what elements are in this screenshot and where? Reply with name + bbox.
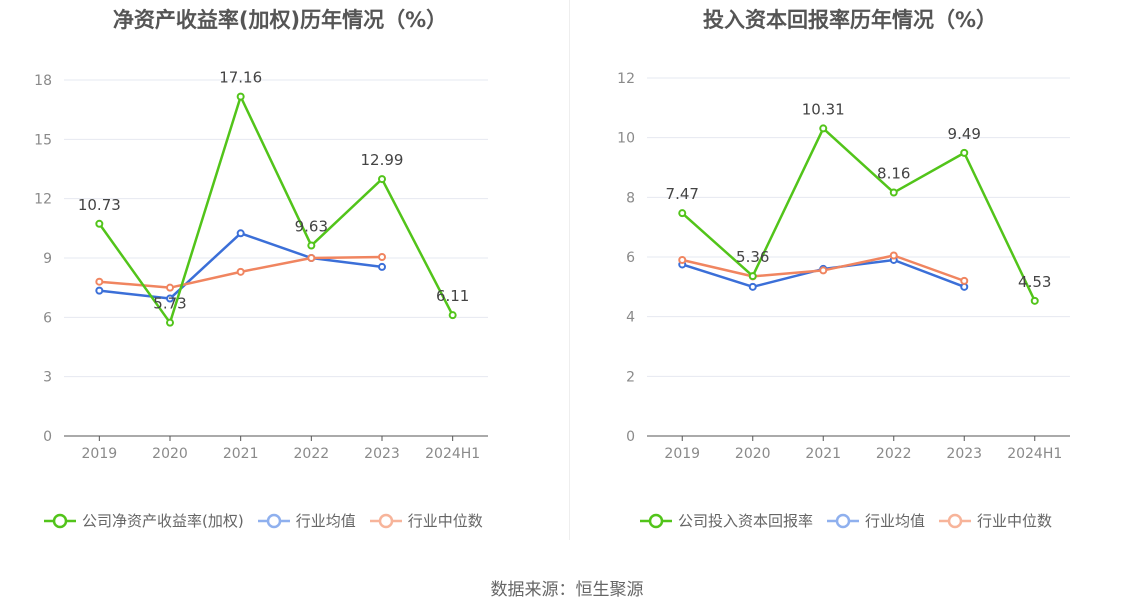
- y-tick-label: 0: [43, 429, 52, 445]
- data-point[interactable]: [889, 188, 898, 197]
- x-tick-label: 2021: [223, 446, 259, 462]
- data-point[interactable]: [448, 311, 457, 320]
- roic-chart: 0 2 4 6 8 10 12 2019 2020 2021 2022 2023 2024H1 7.47 5…: [617, 71, 1070, 462]
- legend-line-icon: [44, 513, 76, 528]
- y-tick-label: 15: [34, 132, 52, 148]
- y-tick-label: 6: [43, 310, 52, 326]
- x-tick-label: 2020: [735, 446, 771, 462]
- x-tick-label: 2024H1: [425, 446, 480, 462]
- data-point[interactable]: [378, 175, 386, 184]
- data-point[interactable]: [960, 148, 969, 157]
- series-line: [98, 95, 454, 324]
- data-point[interactable]: [889, 251, 898, 260]
- data-label: 12.99: [361, 151, 404, 169]
- data-label: 4.53: [1018, 273, 1051, 291]
- data-label: 5.73: [153, 295, 186, 313]
- legend-label: 行业中位数: [407, 512, 483, 530]
- legend-item-industry-avg[interactable]: 行业均值: [257, 510, 356, 531]
- x-tick-label: 2021: [805, 446, 841, 462]
- y-tick-label: 18: [34, 73, 52, 89]
- legend-line-icon: [369, 513, 402, 528]
- data-point[interactable]: [960, 276, 969, 285]
- y-tick-label: 12: [34, 192, 52, 208]
- data-point[interactable]: [819, 266, 828, 275]
- roe-legend: 公司净资产收益率(加权) 行业均值 行业中位数: [44, 510, 497, 531]
- legend-line-icon: [827, 513, 860, 528]
- data-label: 10.73: [78, 196, 121, 214]
- data-point[interactable]: [166, 294, 174, 303]
- legend-line-icon: [939, 513, 972, 528]
- series-line: [99, 232, 383, 300]
- data-label: 6.11: [436, 287, 469, 305]
- x-tick-label: 2019: [82, 446, 118, 462]
- legend-label: 行业均值: [295, 512, 356, 530]
- data-source: 数据来源：恒生聚源: [490, 580, 644, 600]
- data-label: 9.49: [948, 125, 981, 143]
- y-tick-label: 12: [617, 71, 635, 87]
- legend-label: 公司投入资本回报率: [678, 512, 814, 530]
- legend-line-icon: [257, 513, 290, 528]
- data-point[interactable]: [378, 253, 386, 262]
- y-tick-label: 9: [43, 251, 52, 267]
- data-point[interactable]: [236, 267, 245, 276]
- x-tick-label: 2022: [294, 446, 330, 462]
- data-label: 7.47: [666, 185, 699, 203]
- data-point[interactable]: [236, 229, 245, 238]
- data-point[interactable]: [166, 283, 174, 292]
- roe-chart-title: 净资产收益率(加权)历年情况（%）: [112, 8, 448, 32]
- data-point[interactable]: [678, 209, 687, 218]
- legend-item-company-roe[interactable]: 公司净资产收益率(加权): [44, 510, 244, 531]
- legend-line-icon: [640, 513, 672, 528]
- roic-chart-title: 投入资本回报率历年情况（%）: [702, 8, 998, 32]
- data-point[interactable]: [378, 262, 386, 271]
- x-tick-label: 2024H1: [1007, 446, 1062, 462]
- data-point[interactable]: [307, 241, 316, 250]
- data-point[interactable]: [95, 277, 104, 286]
- data-point[interactable]: [1030, 296, 1039, 305]
- x-tick-label: 2023: [364, 446, 400, 462]
- x-tick-label: 2022: [876, 446, 912, 462]
- y-tick-label: 0: [626, 429, 635, 445]
- data-point[interactable]: [678, 255, 687, 264]
- legend-item-industry-median[interactable]: 行业中位数: [369, 510, 483, 531]
- data-label: 10.31: [802, 100, 845, 118]
- data-label: 9.63: [295, 218, 328, 236]
- y-tick-label: 2: [626, 369, 635, 385]
- legend-item-industry-avg[interactable]: 行业均值: [827, 510, 925, 531]
- y-tick-label: 4: [626, 310, 635, 326]
- legend-label: 公司净资产收益率(加权): [82, 512, 244, 530]
- data-point[interactable]: [236, 92, 245, 101]
- data-point[interactable]: [819, 124, 828, 133]
- y-tick-label: 8: [626, 190, 635, 206]
- x-tick-label: 2019: [664, 446, 700, 462]
- y-tick-label: 3: [43, 370, 52, 386]
- y-tick-label: 10: [617, 131, 635, 147]
- legend-label: 行业均值: [865, 512, 926, 530]
- data-label: 5.36: [736, 248, 769, 266]
- roic-legend: 公司投入资本回报率 行业均值 行业中位数: [640, 510, 1066, 531]
- data-point[interactable]: [95, 219, 104, 228]
- data-point[interactable]: [307, 254, 316, 262]
- data-point[interactable]: [95, 286, 104, 295]
- x-tick-label: 2023: [946, 446, 982, 462]
- chart-divider: [569, 0, 570, 540]
- data-point[interactable]: [748, 282, 757, 291]
- y-tick-label: 6: [626, 250, 635, 266]
- data-label: 8.16: [877, 165, 910, 183]
- data-label: 17.16: [219, 69, 262, 87]
- data-point[interactable]: [166, 318, 174, 327]
- series-line: [681, 127, 1036, 302]
- x-tick-label: 2020: [152, 446, 188, 462]
- legend-label: 行业中位数: [977, 512, 1053, 530]
- legend-item-company-roic[interactable]: 公司投入资本回报率: [640, 510, 813, 531]
- roe-chart: 0 3 6 9 12 15 18 2019 2020 2021 2022 2023 2024H1 10.7…: [34, 69, 488, 462]
- legend-item-industry-median[interactable]: 行业中位数: [939, 510, 1052, 531]
- data-point[interactable]: [748, 272, 757, 281]
